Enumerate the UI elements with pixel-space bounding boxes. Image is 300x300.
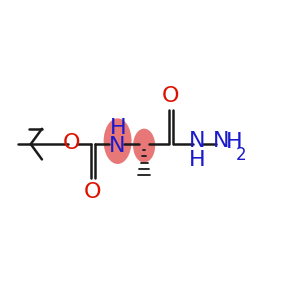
- Text: H: H: [226, 132, 242, 152]
- Text: O: O: [63, 133, 81, 153]
- Ellipse shape: [133, 129, 155, 163]
- Text: N: N: [212, 131, 229, 151]
- Text: H: H: [110, 118, 127, 138]
- Ellipse shape: [103, 118, 132, 164]
- Text: N: N: [189, 131, 206, 151]
- Text: 2: 2: [236, 146, 246, 164]
- Text: H: H: [189, 150, 206, 170]
- Text: O: O: [162, 86, 179, 106]
- Text: N: N: [110, 136, 126, 156]
- Text: O: O: [84, 182, 101, 203]
